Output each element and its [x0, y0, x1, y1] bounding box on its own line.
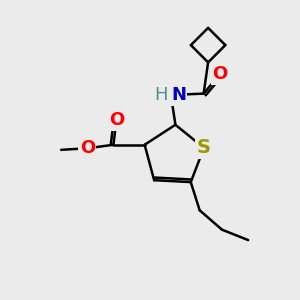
Text: O: O	[212, 65, 228, 83]
Text: O: O	[109, 111, 124, 129]
Text: H: H	[155, 86, 168, 104]
Text: S: S	[197, 138, 211, 158]
Text: O: O	[80, 139, 95, 157]
Text: N: N	[171, 86, 186, 104]
